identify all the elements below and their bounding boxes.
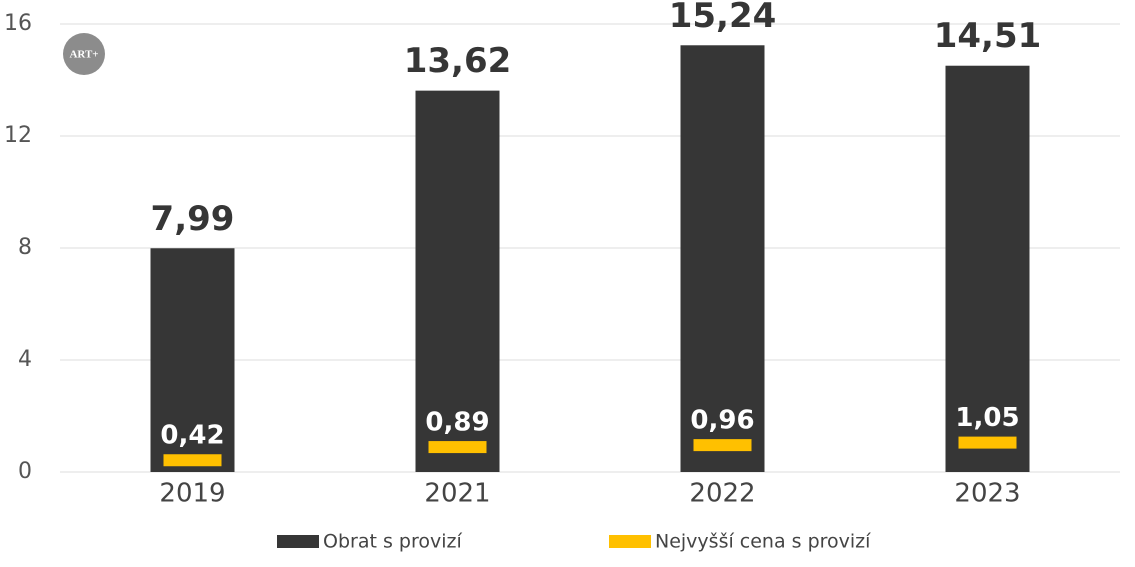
value-label: 15,24 bbox=[669, 0, 777, 36]
y-tick-label: 16 bbox=[4, 11, 32, 36]
value-label: 0,89 bbox=[425, 408, 489, 438]
value-label: 0,42 bbox=[160, 421, 224, 451]
marker bbox=[163, 454, 222, 467]
bar bbox=[945, 65, 1030, 472]
y-tick-label: 8 bbox=[18, 235, 32, 260]
bar bbox=[415, 90, 500, 472]
x-tick-label: 2022 bbox=[689, 479, 755, 509]
logo-text: ART+ bbox=[69, 49, 98, 61]
legend-label: Nejvyšší cena s provizí bbox=[655, 531, 871, 553]
value-label: 0,96 bbox=[690, 406, 754, 436]
legend-label: Obrat s provizí bbox=[323, 531, 462, 553]
y-tick-label: 0 bbox=[18, 459, 32, 484]
x-tick-label: 2019 bbox=[159, 479, 225, 509]
y-tick-label: 12 bbox=[4, 123, 32, 148]
bar bbox=[150, 248, 235, 472]
y-tick-label: 4 bbox=[18, 347, 32, 372]
value-label: 13,62 bbox=[404, 41, 512, 81]
marker bbox=[428, 441, 487, 454]
value-label: 7,99 bbox=[151, 199, 235, 239]
x-tick-label: 2023 bbox=[954, 479, 1020, 509]
bar bbox=[680, 45, 765, 472]
marker bbox=[693, 439, 752, 452]
legend-swatch bbox=[277, 535, 319, 548]
value-label: 1,05 bbox=[955, 403, 1019, 433]
marker bbox=[958, 436, 1017, 449]
logo bbox=[63, 33, 105, 75]
legend-swatch bbox=[609, 535, 651, 548]
value-label: 14,51 bbox=[934, 16, 1042, 56]
x-tick-label: 2021 bbox=[424, 479, 490, 509]
